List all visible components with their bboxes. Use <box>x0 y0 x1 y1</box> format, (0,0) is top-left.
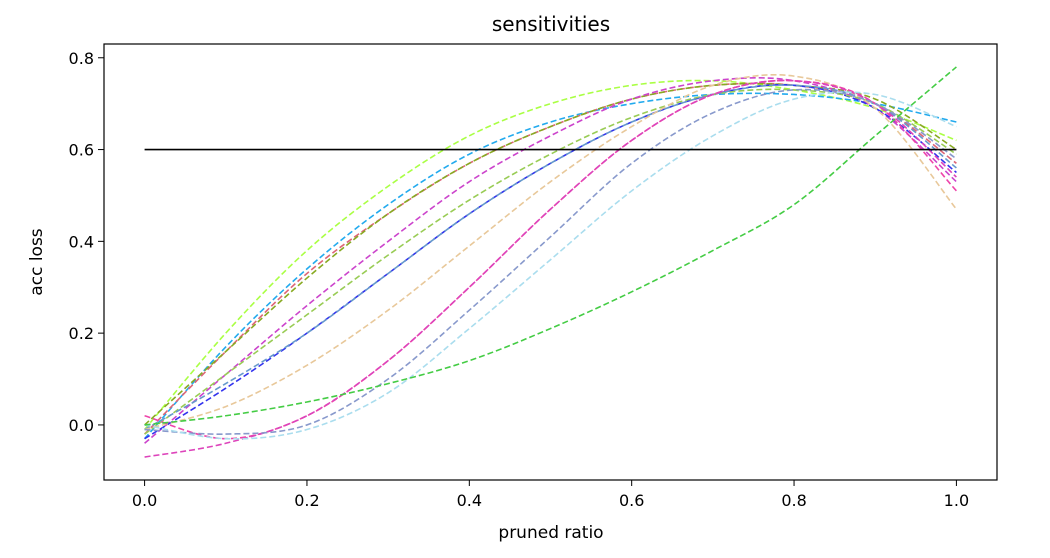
series-line-9 <box>144 74 958 431</box>
y-tick-label: 0.8 <box>69 49 94 68</box>
x-tick-label: 0.4 <box>457 491 482 510</box>
series-line-14 <box>144 66 957 426</box>
series-line-4 <box>144 82 957 426</box>
y-tick-label: 0.0 <box>69 416 94 435</box>
series-line-8 <box>144 84 957 431</box>
x-tick-label: 1.0 <box>944 491 969 510</box>
x-tick-label: 0.0 <box>132 491 157 510</box>
x-tick-label: 0.8 <box>781 491 806 510</box>
plot-area <box>143 66 958 458</box>
series-line-7 <box>144 88 957 435</box>
x-tick-label: 0.6 <box>619 491 644 510</box>
series-line-5 <box>144 77 957 444</box>
series-line-11 <box>144 79 957 458</box>
x-axis-label: pruned ratio <box>498 523 603 543</box>
series-line-2 <box>143 92 957 440</box>
series-line-6 <box>144 83 957 440</box>
chart-title: sensitivities <box>492 12 610 36</box>
y-axis: 0.0 0.2 0.4 0.6 0.8 <box>69 49 104 435</box>
y-axis-label: acc loss <box>27 228 47 295</box>
series-line-1 <box>143 79 957 431</box>
x-tick-label: 0.2 <box>294 491 319 510</box>
plot-frame <box>103 43 998 481</box>
y-tick-label: 0.4 <box>69 232 94 251</box>
x-axis: 0.0 0.2 0.4 0.6 0.8 1.0 <box>132 480 969 510</box>
y-tick-label: 0.2 <box>69 324 94 343</box>
series-line-13 <box>144 91 957 440</box>
y-tick-label: 0.6 <box>69 141 94 160</box>
series-line-12 <box>144 88 957 435</box>
